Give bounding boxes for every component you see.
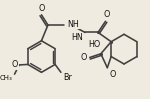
Text: O: O xyxy=(109,70,116,79)
Text: O: O xyxy=(12,60,18,69)
Text: O: O xyxy=(81,53,87,62)
Text: HO: HO xyxy=(88,40,100,49)
Text: O: O xyxy=(103,10,110,20)
Text: O: O xyxy=(38,4,45,13)
Text: HN: HN xyxy=(71,33,83,42)
Text: Br: Br xyxy=(64,73,73,82)
Text: NH: NH xyxy=(68,20,79,29)
Text: CH₃: CH₃ xyxy=(0,75,13,81)
